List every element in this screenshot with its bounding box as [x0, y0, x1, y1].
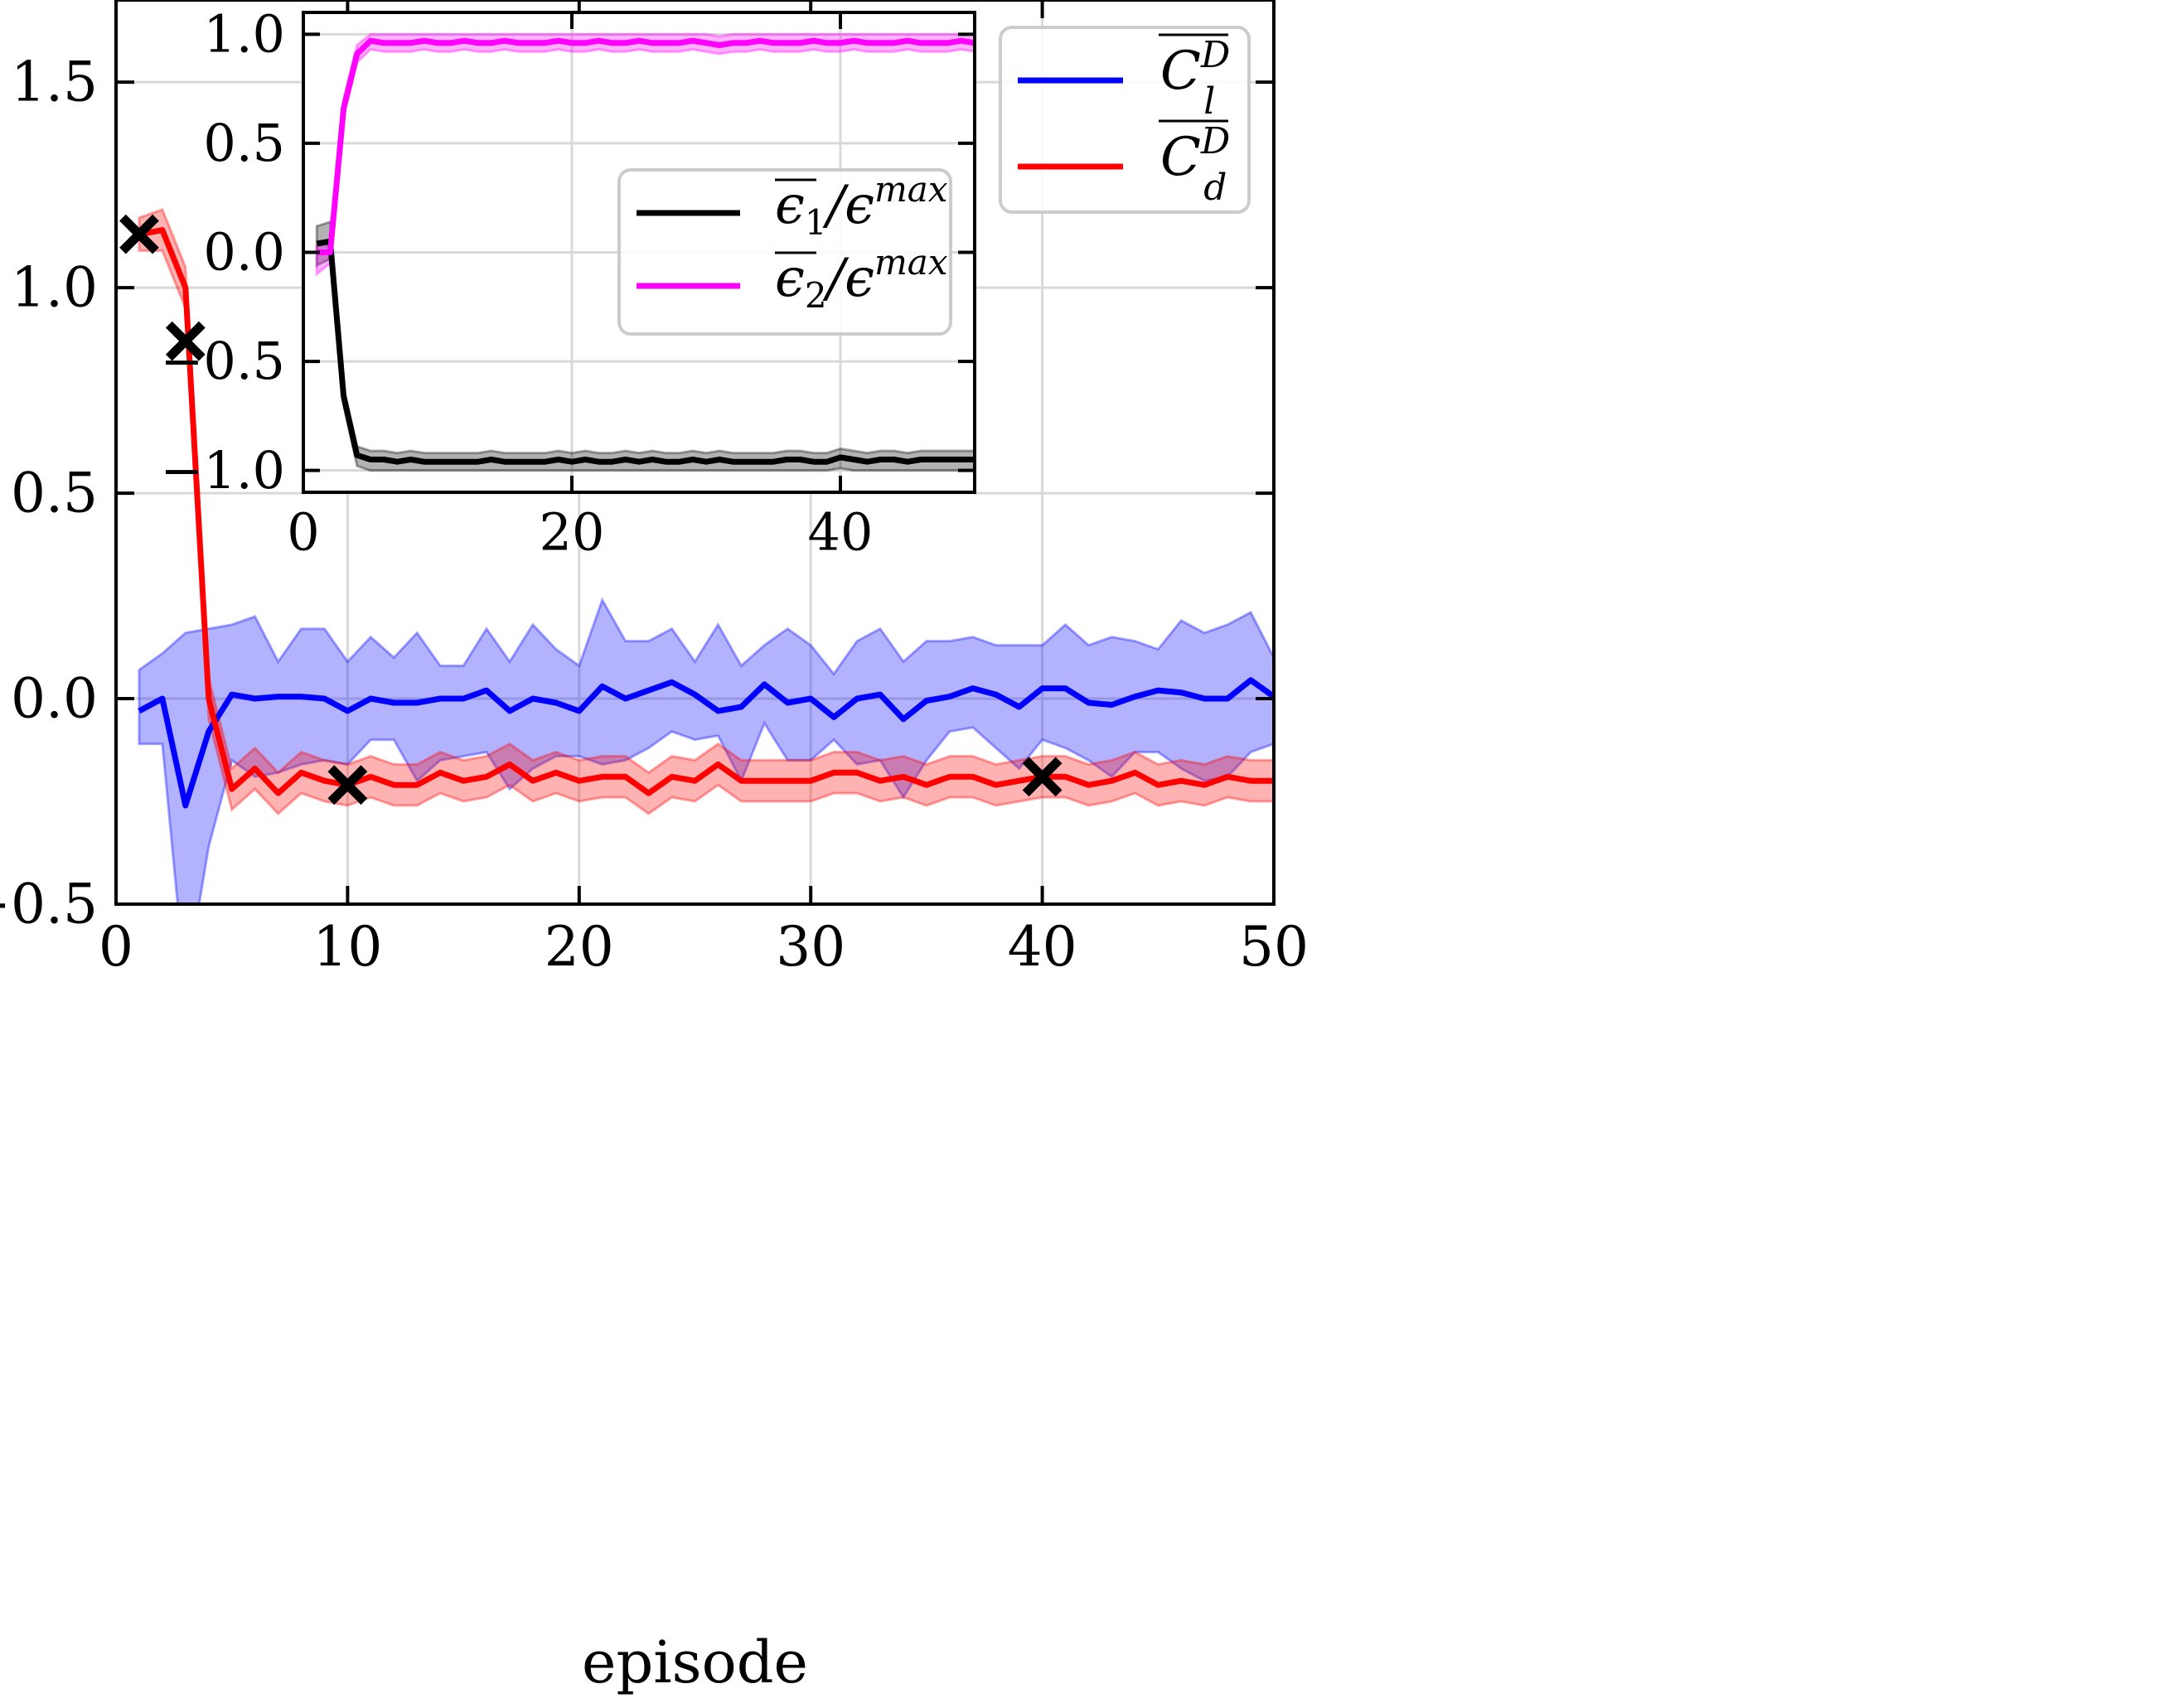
main-xtick-label: 20 [545, 915, 614, 979]
inset-line-eps2 [317, 37, 975, 255]
inset-band-eps2 [315, 32, 975, 277]
marker-x [165, 321, 206, 361]
inset-ytick-label: 0.0 [203, 222, 285, 283]
legend-label-eps1: ϵ1/ϵmax [775, 169, 948, 243]
legend-label-cl: CD l [1160, 34, 1230, 123]
inset-line-eps1 [316, 238, 975, 465]
main-ytick-label: 1.0 [11, 256, 98, 320]
inset-xtick-label: 0 [287, 501, 319, 562]
legend-label-cd: CD d [1160, 120, 1230, 209]
main-line-cd [138, 227, 1274, 796]
main-tick-labels: 0 10 20 30 40 50 −0.5 0.0 0.5 1.0 1.5 [0, 51, 1309, 979]
inset-ytick-label: −0.5 [160, 331, 285, 391]
main-frame [114, 0, 1276, 906]
marker-x [119, 214, 159, 254]
inset-band-eps1 [315, 220, 975, 472]
inset-ytick-label: −1.0 [160, 440, 285, 501]
main-xtick-label: 40 [1008, 915, 1077, 979]
main-markers [119, 214, 1063, 806]
inset-ytick-label: 1.0 [203, 3, 285, 64]
main-band-cl [138, 597, 1274, 904]
inset-series-lines [316, 37, 975, 465]
main-legend: CD lCD d [999, 26, 1251, 214]
inset-xtick-label: 40 [808, 501, 874, 562]
main-line-cl [138, 677, 1274, 809]
main-band-cd [138, 208, 1274, 815]
main-axes-frame [114, 0, 1276, 906]
inset-confidence-bands [315, 32, 975, 472]
main-xtick-label: 0 [99, 915, 133, 979]
inset-axes-frame [302, 11, 976, 494]
main-series-lines [138, 227, 1274, 809]
inset-ytick-label: 0.5 [203, 113, 285, 173]
main-ytick-label: 0.5 [11, 462, 98, 525]
legend-label-eps2: ϵ2/ϵmax [775, 242, 948, 316]
main-ytick-label: −0.5 [0, 872, 98, 936]
marker-x [327, 765, 368, 806]
x-axis-label: episode [582, 1628, 808, 1696]
main-xtick-label: 30 [776, 915, 845, 979]
inset-xtick-label: 20 [540, 501, 605, 562]
main-xtick-label: 50 [1239, 915, 1309, 979]
inset-tick-labels: 0 20 40 −1.0 −0.5 0.0 0.5 1.0 [160, 3, 873, 562]
main-confidence-bands [138, 208, 1274, 904]
main-ytick-label: 1.5 [11, 51, 98, 114]
main-xtick-label: 10 [312, 915, 382, 979]
marker-x [1022, 757, 1063, 797]
main-ytick-label: 0.0 [11, 666, 98, 730]
